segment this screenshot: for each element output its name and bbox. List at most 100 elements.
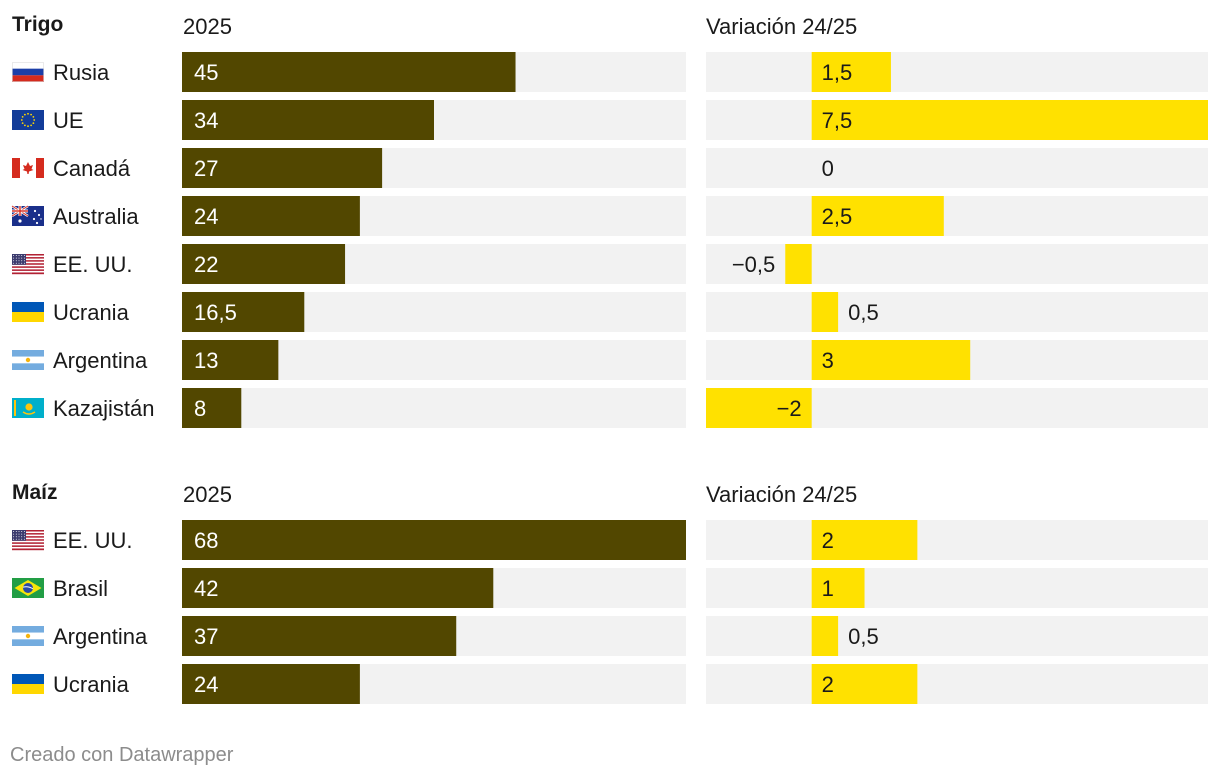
row-ukraine: Ucrania 16,5 0,5 xyxy=(12,292,1208,332)
flag-usa-icon xyxy=(12,530,44,551)
row-argentina: Argentina 37 0,5 xyxy=(12,616,1208,656)
value-label: 34 xyxy=(194,108,218,133)
change-track xyxy=(706,616,1208,656)
country-label: Australia xyxy=(53,204,139,229)
chart-group-maiz: Maíz 2025 Variación 24/25 EE. UU. 68 2 Brasil 4… xyxy=(12,481,1208,704)
change-track xyxy=(706,520,1208,560)
country-label: Argentina xyxy=(53,624,148,649)
flag-ukraine-icon xyxy=(12,302,44,322)
value-label: 68 xyxy=(194,528,218,553)
value-bar xyxy=(182,100,434,140)
country-label: EE. UU. xyxy=(53,252,132,277)
value-label: 37 xyxy=(194,624,218,649)
value-label: 22 xyxy=(194,252,218,277)
row-argentina: Argentina 13 3 xyxy=(12,340,1208,380)
row-usa: EE. UU. 22 −0,5 xyxy=(12,244,1208,284)
change-bar xyxy=(811,616,839,656)
chart-group-trigo: Trigo 2025 Variación 24/25 Rusia 45 1,5 UE 34 7,… xyxy=(11,13,1208,428)
row-eu: UE 34 7,5 xyxy=(12,100,1208,140)
flag-australia-icon xyxy=(11,204,44,226)
value-bar xyxy=(182,520,686,560)
country-label: Ucrania xyxy=(53,300,130,325)
change-track xyxy=(706,196,1208,236)
country-label: EE. UU. xyxy=(53,528,132,553)
change-label: 3 xyxy=(822,348,834,373)
value-label: 24 xyxy=(194,672,218,697)
change-bar xyxy=(811,340,971,380)
value-bar xyxy=(182,664,360,704)
value-column-header: 2025 xyxy=(183,482,232,507)
change-bar xyxy=(811,520,918,560)
row-brazil: Brasil 42 1 xyxy=(12,568,1208,608)
value-label: 27 xyxy=(194,156,218,181)
country-label: Ucrania xyxy=(53,672,130,697)
change-label: 2 xyxy=(822,528,834,553)
value-label: 24 xyxy=(194,204,218,229)
value-bar xyxy=(182,52,516,92)
change-track xyxy=(706,292,1208,332)
country-label: UE xyxy=(53,108,84,133)
change-label: 0,5 xyxy=(848,624,879,649)
change-column-header: Variación 24/25 xyxy=(706,14,857,39)
change-label: 2 xyxy=(822,672,834,697)
change-track xyxy=(706,244,1208,284)
footer-credit: Creado con Datawrapper xyxy=(10,744,234,766)
country-label: Rusia xyxy=(53,60,110,85)
flag-brazil-icon xyxy=(12,578,44,598)
change-label: −0,5 xyxy=(732,252,775,277)
value-bar xyxy=(182,148,383,188)
value-bar xyxy=(182,616,457,656)
change-bar xyxy=(811,664,918,704)
change-label: 1 xyxy=(822,576,834,601)
row-canada: Canadá 27 0 xyxy=(12,148,1208,188)
value-label: 13 xyxy=(194,348,218,373)
value-bar xyxy=(182,244,346,284)
change-track xyxy=(706,52,1208,92)
row-russia: Rusia 45 1,5 xyxy=(12,52,1208,92)
change-column-header: Variación 24/25 xyxy=(706,482,857,507)
value-bar xyxy=(182,292,305,332)
change-bar xyxy=(811,292,839,332)
change-label: 7,5 xyxy=(822,108,853,133)
row-australia: Australia 24 2,5 xyxy=(11,196,1208,236)
value-label: 16,5 xyxy=(194,300,237,325)
value-bar xyxy=(182,388,242,428)
change-label: 2,5 xyxy=(822,204,853,229)
change-bar xyxy=(811,52,891,92)
group-title: Trigo xyxy=(12,13,63,36)
change-bar xyxy=(811,196,944,236)
value-label: 45 xyxy=(194,60,218,85)
flag-argentina-icon xyxy=(12,626,44,646)
flag-kazakhstan-icon xyxy=(12,398,44,418)
change-bar xyxy=(706,388,812,428)
value-label: 8 xyxy=(194,396,206,421)
row-usa: EE. UU. 68 2 xyxy=(12,520,1208,560)
change-track xyxy=(706,568,1208,608)
flag-eu-icon xyxy=(12,110,44,130)
row-kazakhstan: Kazajistán 8 −2 xyxy=(12,388,1208,428)
flag-usa-icon xyxy=(12,254,44,275)
change-label: −2 xyxy=(777,396,802,421)
value-label: 42 xyxy=(194,576,218,601)
flag-russia-icon xyxy=(12,62,44,82)
country-label: Kazajistán xyxy=(53,396,155,421)
change-label: 0 xyxy=(822,156,834,181)
row-ukraine: Ucrania 24 2 xyxy=(12,664,1208,704)
country-label: Argentina xyxy=(53,348,148,373)
flag-argentina-icon xyxy=(12,350,44,370)
change-bar xyxy=(811,100,1208,140)
change-bar xyxy=(785,244,812,284)
change-label: 1,5 xyxy=(822,60,853,85)
country-label: Canadá xyxy=(53,156,131,181)
change-track xyxy=(706,664,1208,704)
value-bar xyxy=(182,196,360,236)
value-bar xyxy=(182,568,494,608)
country-label: Brasil xyxy=(53,576,108,601)
change-bar xyxy=(811,568,865,608)
value-track xyxy=(182,388,686,428)
change-track xyxy=(706,148,1208,188)
flag-canada-icon xyxy=(12,158,44,178)
change-label: 0,5 xyxy=(848,300,879,325)
value-bar xyxy=(182,340,279,380)
group-title: Maíz xyxy=(12,481,58,504)
